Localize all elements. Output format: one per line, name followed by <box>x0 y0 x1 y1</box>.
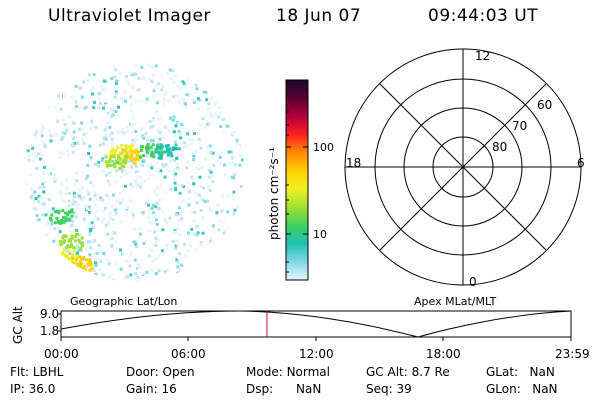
mlt-label-18: 18 <box>346 156 361 170</box>
altitude-x-ticks <box>58 313 572 341</box>
info-mode: Mode: Normal <box>246 365 330 379</box>
time-tick-0: 00:00 <box>44 347 79 361</box>
mlt-label-0: 0 <box>469 275 477 289</box>
altitude-ytick-1-8: 1.8 <box>40 324 59 338</box>
info-gain-value: 16 <box>161 382 177 396</box>
info-flt: Flt: LBHL <box>10 365 63 379</box>
altitude-strip <box>58 310 572 341</box>
info-seq-value: 39 <box>396 382 412 396</box>
colorbar-tick-100: 100 <box>313 141 334 154</box>
polar-diagonal-2 <box>379 83 547 251</box>
info-glon-key: GLon: <box>486 382 521 396</box>
info-dsp-value: NaN <box>296 382 322 396</box>
info-dsp-key: Dsp: <box>246 382 274 396</box>
info-door: Door: Open <box>126 365 195 379</box>
altitude-strip-frame <box>60 310 572 338</box>
info-gc-alt-key: GC Alt: <box>366 365 408 379</box>
geographic-image <box>24 63 244 282</box>
time-tick-3: 18:00 <box>426 347 461 361</box>
colorbar <box>285 79 309 281</box>
info-door-key: Door: <box>126 365 159 379</box>
info-ip-key: IP: <box>10 382 25 396</box>
time-tick-2: 12:00 <box>299 347 334 361</box>
date: 18 Jun 07 <box>276 6 362 26</box>
altitude-curve <box>60 310 572 338</box>
lat-label-80: 80 <box>492 140 507 154</box>
altitude-axis-label: GC Alt <box>11 306 25 344</box>
time-tick-1: 06:00 <box>171 347 206 361</box>
lat-label-60: 60 <box>537 98 552 112</box>
time: 09:44:03 UT <box>428 6 539 26</box>
info-glat-value: NaN <box>529 365 555 379</box>
colorbar-ticks <box>286 111 308 273</box>
mlt-label-6: 6 <box>577 156 585 170</box>
info-glat: GLat: NaN <box>486 365 555 379</box>
colorbar-tick-10: 10 <box>313 228 327 241</box>
title: Ultraviolet Imager <box>48 6 211 26</box>
info-glat-key: GLat: <box>486 365 519 379</box>
info-mode-value: Normal <box>286 365 330 379</box>
mlt-label-12: 12 <box>475 49 490 63</box>
geographic-label: Geographic Lat/Lon <box>70 295 178 308</box>
info-mode-key: Mode: <box>246 365 283 379</box>
info-seq: Seq: 39 <box>366 382 412 396</box>
polar-plot <box>344 48 582 286</box>
colorbar-unit-label: photon cm⁻²s⁻¹ <box>267 147 281 240</box>
info-gc-alt-value: 8.7 Re <box>411 365 450 379</box>
info-glon: GLon: NaN <box>486 382 558 396</box>
info-flt-key: Flt: <box>10 365 29 379</box>
info-flt-value: LBHL <box>32 365 64 379</box>
info-door-value: Open <box>162 365 195 379</box>
info-gc-alt: GC Alt: 8.7 Re <box>366 365 450 379</box>
info-ip: IP: 36.0 <box>10 382 55 396</box>
info-gain: Gain: 16 <box>126 382 177 396</box>
lat-label-70: 70 <box>512 119 527 133</box>
apex-label: Apex MLat/MLT <box>414 295 497 308</box>
info-seq-key: Seq: <box>366 382 393 396</box>
info-glon-value: NaN <box>532 382 558 396</box>
altitude-ytick-9: 9.0 <box>40 307 59 321</box>
info-dsp: Dsp: NaN <box>246 382 321 396</box>
info-gain-key: Gain: <box>126 382 158 396</box>
time-tick-4: 23:59 <box>555 347 590 361</box>
info-ip-value: 36.0 <box>28 382 56 396</box>
